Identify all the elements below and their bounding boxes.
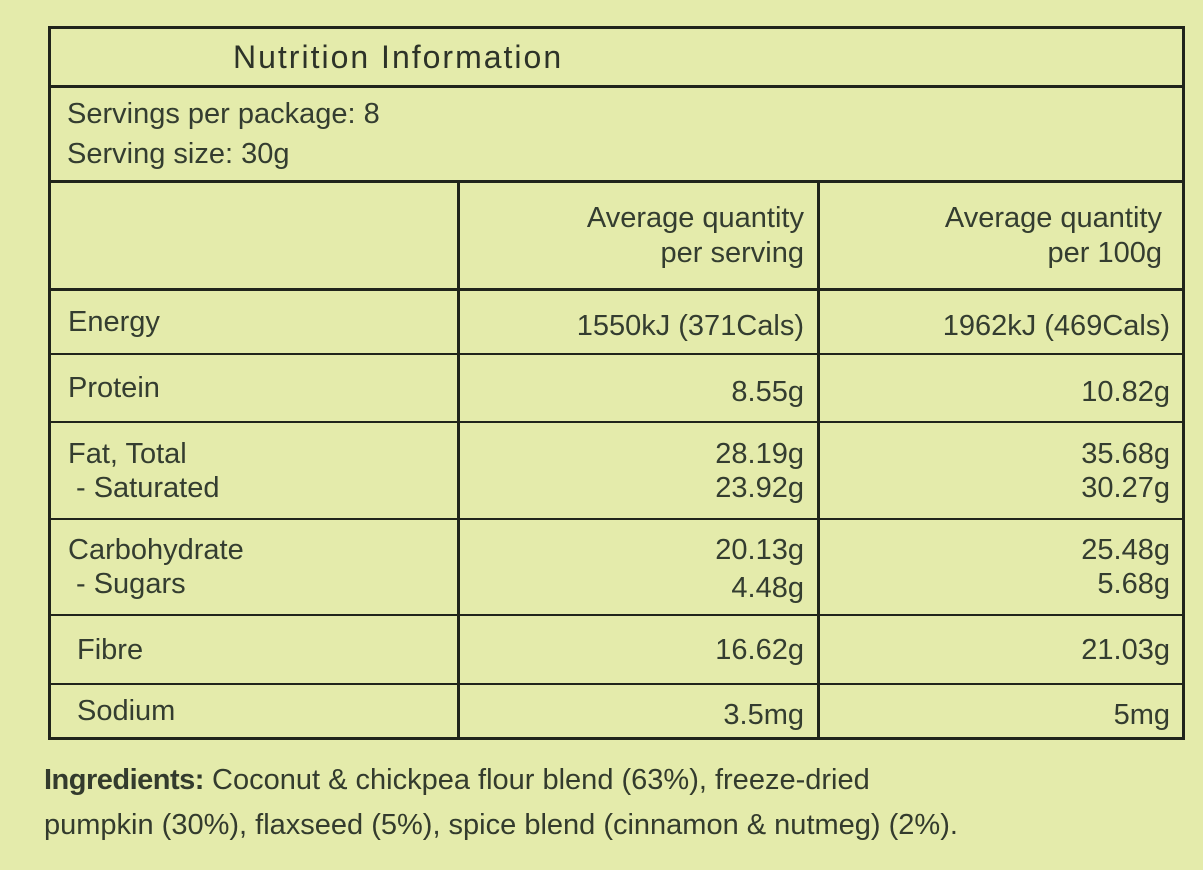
row-label: Carbohydrate bbox=[68, 534, 244, 566]
per-serving-value: 20.13g bbox=[715, 534, 804, 566]
per-serving-sub-value: 23.92g bbox=[715, 471, 804, 504]
per-100g-value: 10.82g bbox=[1081, 376, 1170, 408]
per-serving-value: 8.55g bbox=[731, 376, 804, 408]
column-header-row: Average quantity per serving Average qua… bbox=[51, 183, 1182, 291]
table-row-protein: Protein 8.55g 10.82g bbox=[51, 355, 1182, 423]
page-title: Nutrition Information bbox=[233, 38, 564, 75]
column-header-blank bbox=[51, 183, 457, 288]
ingredients-text-line2: pumpkin (30%), flaxseed (5%), spice blen… bbox=[44, 809, 958, 841]
per-100g-header-line1: Average quantity bbox=[944, 201, 1162, 234]
table-row-carbohydrate: Carbohydrate - Sugars 20.13g 4.48g 25.48… bbox=[51, 520, 1182, 616]
table-row-fibre: Fibre 16.62g 21.03g bbox=[51, 616, 1182, 685]
servings-per-package: Servings per package: 8 bbox=[67, 98, 380, 130]
per-100g-value: 25.48g bbox=[1081, 534, 1170, 566]
row-sublabel: - Saturated bbox=[76, 471, 220, 504]
table-row-fat: Fat, Total - Saturated 28.19g 23.92g 35.… bbox=[51, 423, 1182, 520]
row-label: Fibre bbox=[77, 633, 144, 666]
per-serving-value: 3.5mg bbox=[723, 699, 804, 731]
serving-size: Serving size: 30g bbox=[67, 138, 290, 170]
per-100g-sub-value: 30.27g bbox=[1081, 471, 1170, 504]
nutrition-table: Nutrition Information Servings per packa… bbox=[48, 26, 1185, 740]
title-row: Nutrition Information bbox=[51, 29, 1182, 88]
serving-info: Servings per package: 8 Serving size: 30… bbox=[51, 88, 1182, 183]
row-label: Sodium bbox=[77, 695, 176, 727]
row-label: Energy bbox=[68, 306, 160, 338]
per-100g-value: 35.68g bbox=[1081, 437, 1170, 470]
ingredients-label: Ingredients: bbox=[44, 764, 204, 796]
per-100g-value: 21.03g bbox=[1081, 633, 1170, 666]
column-header-per-100g: Average quantity per 100g bbox=[817, 183, 1182, 288]
per-serving-value: 16.62g bbox=[715, 633, 804, 666]
row-sublabel: - Sugars bbox=[76, 568, 186, 600]
per-serving-header-line2: per serving bbox=[660, 236, 804, 269]
per-100g-value: 1962kJ (469Cals) bbox=[942, 310, 1170, 342]
per-serving-sub-value: 4.48g bbox=[731, 572, 804, 604]
per-100g-sub-value: 5.68g bbox=[1097, 568, 1170, 600]
ingredients-section: Ingredients: Coconut & chickpea flour bl… bbox=[44, 758, 1194, 848]
column-header-per-serving: Average quantity per serving bbox=[457, 183, 817, 288]
per-serving-value: 1550kJ (371Cals) bbox=[576, 310, 804, 342]
row-label: Fat, Total bbox=[68, 437, 187, 470]
row-label: Protein bbox=[68, 372, 160, 404]
per-serving-value: 28.19g bbox=[715, 437, 804, 470]
table-row-energy: Energy 1550kJ (371Cals) 1962kJ (469Cals) bbox=[51, 291, 1182, 355]
table-row-sodium: Sodium 3.5mg 5mg bbox=[51, 685, 1182, 737]
per-100g-header-line2: per 100g bbox=[1047, 236, 1163, 269]
per-100g-value: 5mg bbox=[1113, 699, 1170, 731]
ingredients-text-line1: Coconut & chickpea flour blend (63%), fr… bbox=[212, 764, 870, 796]
per-serving-header-line1: Average quantity bbox=[586, 201, 804, 234]
